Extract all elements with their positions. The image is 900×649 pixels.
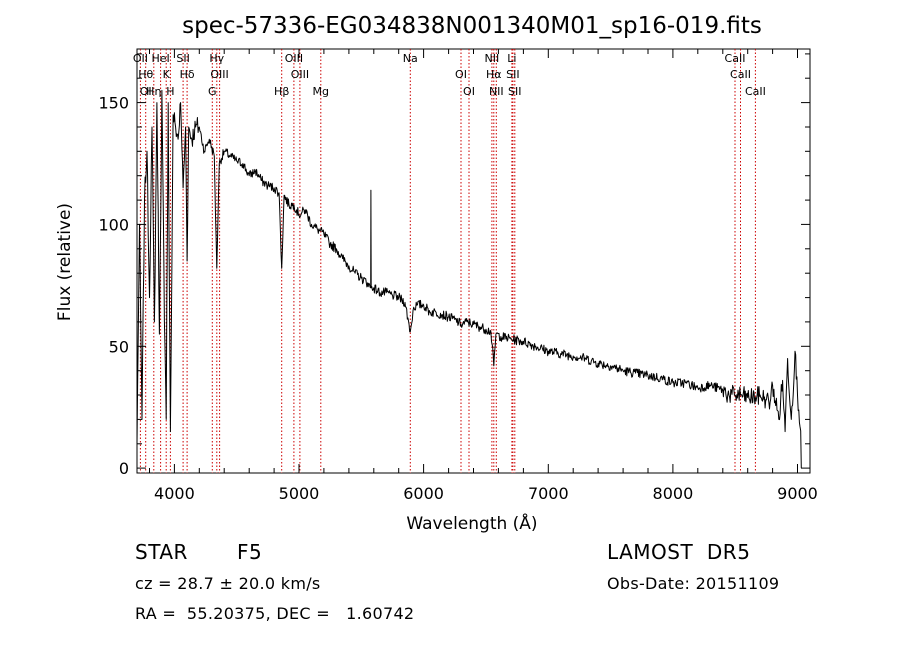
line-label: NII	[489, 85, 504, 98]
line-label: Hδ	[180, 68, 195, 81]
line-label: G	[208, 85, 217, 98]
line-label: OI	[463, 85, 475, 98]
x-tick-label: 5000	[279, 484, 320, 503]
line-label: CaII	[730, 68, 751, 81]
line-label: OIII	[291, 68, 309, 81]
line-label: SII	[506, 68, 519, 81]
chart-title: spec-57336-EG034838N001340M01_sp16-019.f…	[182, 13, 762, 39]
x-axis-label: Wavelength (Å)	[406, 512, 537, 534]
line-label: K	[163, 68, 171, 81]
line-label: Mg	[313, 85, 329, 98]
y-tick-label: 150	[98, 94, 129, 113]
object-class: STAR	[135, 540, 188, 564]
line-label: OII	[133, 52, 148, 65]
line-label: Hβ	[274, 85, 289, 98]
line-label: OI	[140, 85, 152, 98]
x-tick-label: 8000	[653, 484, 694, 503]
spectral-line-labels: OIIHθOIHηHeIKHSIIHδGHγOIIIHβOIIIOIIIMgNa…	[133, 52, 766, 98]
line-label: Hα	[486, 68, 502, 81]
x-tick-label: 9000	[777, 484, 818, 503]
observation-date: Obs-Date: 20151109	[607, 574, 780, 593]
x-tick-label: 7000	[528, 484, 569, 503]
survey-name: LAMOST DR5	[607, 540, 751, 564]
x-tick-label: 4000	[154, 484, 195, 503]
x-tick-label: 6000	[403, 484, 444, 503]
line-label: SII	[176, 52, 189, 65]
coordinates: RA = 55.20375, DEC = 1.60742	[135, 604, 415, 623]
y-tick-label: 50	[109, 337, 129, 356]
redshift-velocity: cz = 28.7 ± 20.0 km/s	[135, 574, 321, 593]
y-tick-label: 0	[119, 459, 129, 478]
line-label: Hη	[146, 85, 161, 98]
line-label: OI	[455, 68, 467, 81]
line-label: CaII	[725, 52, 746, 65]
object-subclass: F5	[237, 540, 263, 564]
y-axis-label: Flux (relative)	[55, 203, 75, 321]
line-label: CaII	[745, 85, 766, 98]
line-label: OIII	[210, 68, 228, 81]
spectral-line-markers	[139, 49, 756, 473]
line-label: SII	[508, 85, 521, 98]
spectrum-series	[136, 89, 802, 469]
x-axis: 4000 5000 6000 7000 8000 9000	[149, 49, 818, 503]
spectrum-chart: spec-57336-EG034838N001340M01_sp16-019.f…	[55, 13, 818, 534]
line-label: OIII	[285, 52, 303, 65]
line-label: Li	[507, 52, 516, 65]
y-tick-label: 100	[98, 215, 129, 234]
spectrum-line	[136, 89, 802, 469]
line-label: Hγ	[209, 52, 224, 65]
line-label: NII	[485, 52, 500, 65]
line-label: Hθ	[138, 68, 153, 81]
line-label: HeI	[151, 52, 169, 65]
line-label: Na	[403, 52, 418, 65]
y-axis: 0 50 100 150	[98, 53, 810, 478]
line-label: H	[166, 85, 174, 98]
plot-frame	[136, 48, 811, 474]
